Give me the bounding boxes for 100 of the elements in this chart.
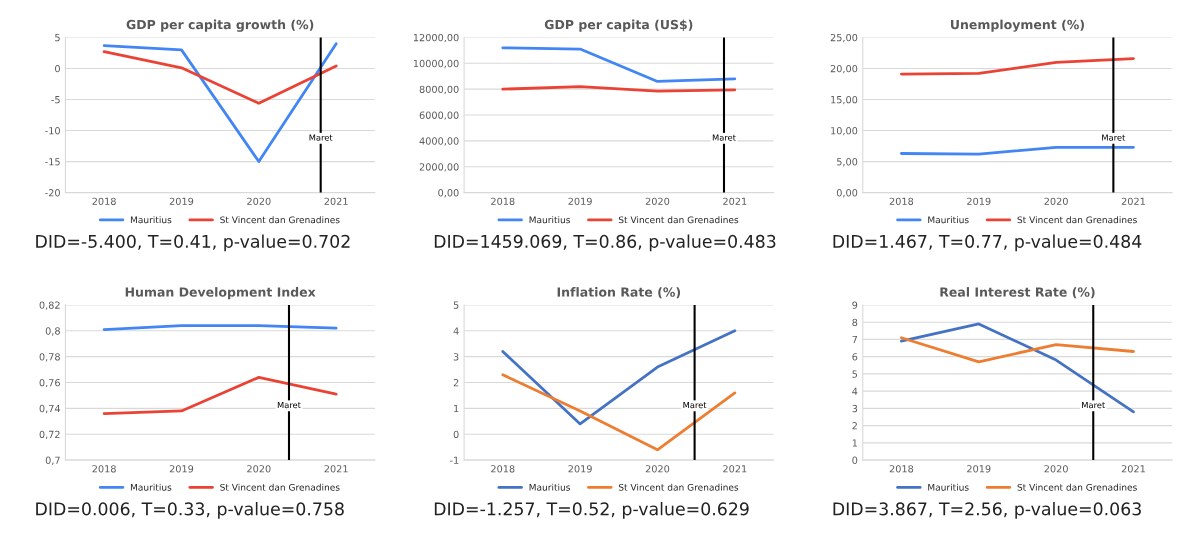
legend-label: St Vincent dan Grenadines (1017, 483, 1137, 491)
y-tick-label: 6 (852, 353, 858, 361)
chart-title: Human Development Index (125, 287, 316, 300)
x-tick-label: 2019 (568, 465, 592, 473)
chart-title: Inflation Rate (%) (557, 287, 681, 299)
text: DID=1.467, T=0.77, p-value=0.484 (833, 234, 1142, 252)
x-tick-label: 2021 (324, 465, 348, 473)
y-tick-label: 3 (453, 353, 459, 361)
ref-line-label: Maret (712, 134, 736, 141)
x-tick-label: 2019 (967, 197, 991, 205)
y-tick-label: 0,74 (39, 404, 61, 414)
y-tick-label: 6000,00 (419, 111, 459, 120)
y-tick-label: 5,00 (836, 158, 858, 167)
legend-label: Mauritius (529, 216, 571, 224)
x-tick-label: 2021 (723, 465, 747, 473)
y-tick-label: 0,7 (45, 456, 60, 465)
x-tick-label: 2018 (92, 197, 116, 205)
legend-label: St Vincent dan Grenadines (220, 216, 340, 224)
legend-label: Mauritius (130, 216, 172, 224)
line-series (102, 42, 338, 163)
y-tick-label: 0 (852, 456, 858, 464)
y-tick-label: -20 (45, 189, 60, 197)
text: DID=1459.069, T=0.86, p-value=0.483 (434, 234, 776, 252)
legend-label: Mauritius (928, 216, 969, 224)
y-tick-label: 1 (852, 439, 857, 447)
ref-line-label: Maret (683, 402, 707, 409)
legend-label: Mauritius (928, 483, 969, 491)
y-tick-label: 4000,00 (419, 137, 459, 146)
y-tick-label: -5 (51, 96, 60, 104)
x-tick-label: 2020 (247, 465, 271, 473)
y-tick-label: 10,00 (831, 127, 858, 136)
y-tick-label: -15 (45, 158, 60, 166)
legend-label: St Vincent dan Grenadines (618, 216, 739, 224)
ref-line-label: Maret (309, 134, 333, 141)
x-tick-label: 2018 (92, 465, 116, 473)
legend-label: St Vincent dan Grenadines (618, 483, 739, 491)
line-series (501, 373, 737, 452)
y-tick-label: 5 (55, 34, 60, 42)
y-tick-label: 7 (852, 336, 858, 344)
x-tick-label: 2020 (645, 465, 670, 473)
x-tick-label: 2019 (568, 197, 592, 205)
y-tick-label: 0,00 (836, 189, 858, 198)
y-tick-label: -1 (450, 456, 459, 464)
legend-label: Mauritius (529, 483, 571, 491)
chart-title: GDP per capita growth (%) (126, 19, 314, 32)
x-tick-label: 2020 (1044, 197, 1068, 205)
y-tick-label: 0 (453, 430, 459, 439)
line-series (501, 329, 737, 426)
y-tick-label: 0,78 (39, 353, 60, 362)
x-tick-label: 2021 (723, 197, 747, 205)
y-tick-label: 25,00 (830, 33, 858, 43)
line-series (102, 375, 338, 415)
y-tick-label: 0,76 (39, 379, 60, 388)
x-tick-label: 2021 (1121, 465, 1145, 473)
line-series (102, 50, 338, 105)
y-tick-label: 15,00 (831, 95, 858, 105)
x-tick-label: 2019 (967, 465, 991, 473)
x-tick-label: 2019 (169, 197, 194, 205)
x-tick-label: 2020 (1044, 465, 1068, 473)
text: DID=0.006, T=0.33, p-value=0.758 (36, 501, 344, 519)
y-tick-label: 20,00 (830, 64, 858, 74)
x-tick-label: 2020 (247, 197, 271, 205)
y-tick-label: 5 (453, 301, 459, 309)
line-series (900, 322, 1135, 414)
ref-line-label: Maret (1102, 134, 1126, 141)
y-tick-label: 0,82 (39, 301, 60, 310)
line-series (900, 57, 1135, 76)
ref-line-label: Maret (1082, 402, 1106, 409)
x-tick-label: 2021 (324, 197, 348, 205)
y-tick-label: 12000,00 (413, 33, 459, 43)
y-tick-label: 10000,00 (413, 59, 459, 69)
y-tick-label: 4 (453, 327, 459, 335)
y-tick-label: 4 (852, 387, 858, 395)
text: DID=-5.400, T=0.41, p-value=0.702 (36, 234, 350, 252)
y-tick-label: 3 (852, 404, 858, 413)
text: DID=3.867, T=2.56, p-value=0.063 (833, 501, 1141, 519)
y-tick-label: 2000,00 (419, 163, 459, 172)
chart-title: GDP per capita (US$) (544, 19, 693, 32)
text: DID=-1.257, T=0.52, p-value=0.629 (434, 501, 749, 519)
chart-title: Unemployment (%) (951, 19, 1084, 32)
legend-label: Mauritius (130, 483, 172, 491)
y-tick-label: 8000,00 (419, 85, 459, 94)
x-tick-label: 2018 (491, 197, 515, 205)
x-tick-label: 2019 (169, 465, 194, 473)
legend-label: St Vincent dan Grenadines (1017, 216, 1137, 224)
y-tick-label: 1 (454, 404, 459, 413)
ref-line-label: Maret (277, 402, 301, 409)
y-tick-label: -10 (45, 127, 60, 135)
y-tick-label: 2 (852, 422, 857, 430)
y-tick-label: 0,8 (45, 327, 60, 336)
line-series (501, 46, 737, 83)
legend-label: St Vincent dan Grenadines (220, 483, 340, 491)
chart-title: Real Interest Rate (%) (940, 287, 1095, 299)
y-tick-label: 2 (453, 379, 459, 387)
x-tick-label: 2021 (1121, 197, 1145, 205)
y-tick-label: 5 (852, 370, 858, 378)
x-tick-label: 2018 (889, 465, 914, 473)
y-tick-label: 0,72 (39, 430, 60, 440)
line-series (900, 336, 1135, 364)
x-tick-label: 2020 (645, 197, 670, 205)
